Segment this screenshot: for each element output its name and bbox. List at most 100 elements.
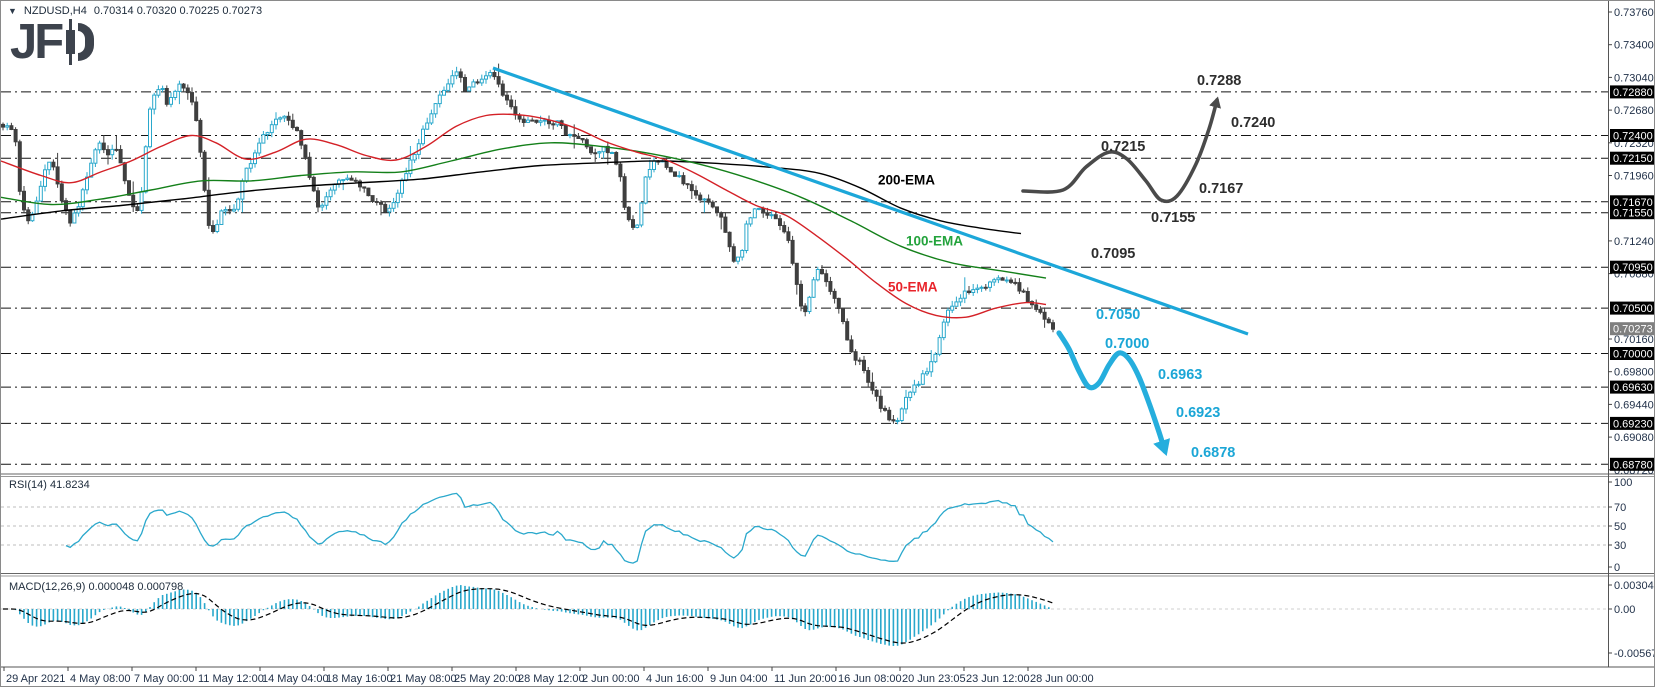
price-target-label[interactable]: 0.6963 <box>1158 367 1202 383</box>
bear-candle <box>878 389 883 413</box>
bear-candle <box>874 389 879 402</box>
candle-body <box>118 149 123 164</box>
bull-candle <box>479 74 484 86</box>
candle-body <box>68 210 73 224</box>
price-target-label[interactable]: 0.6923 <box>1176 405 1220 421</box>
bear-candle <box>618 161 623 182</box>
time-label: 23 Jun 12:00 <box>966 673 1030 685</box>
candle-body <box>815 269 820 281</box>
ema-line-50-ema[interactable] <box>1 113 1047 319</box>
candle-body <box>492 72 497 78</box>
bull-candle <box>408 146 413 178</box>
bullish-projection-arrow[interactable] <box>1021 96 1221 204</box>
current-price-label-box <box>1610 322 1654 336</box>
candle-body <box>622 176 627 208</box>
candle-body <box>43 169 47 187</box>
time-label: 16 Jun 08:00 <box>838 673 902 685</box>
candle-body <box>1025 291 1030 303</box>
candle-body <box>635 224 640 229</box>
ema-name-label[interactable]: 50-EMA <box>888 280 938 295</box>
price-target-label[interactable]: 0.7000 <box>1105 336 1149 352</box>
candle-body <box>227 209 232 212</box>
bull-candle <box>261 131 266 144</box>
bear-candle <box>605 141 610 165</box>
bull-candle <box>257 137 262 156</box>
candle-body <box>967 290 971 294</box>
bull-candle <box>412 152 417 163</box>
candle-body <box>841 308 845 322</box>
symbol-dropdown-icon[interactable]: ▼ <box>8 5 17 16</box>
candle-body <box>689 184 694 192</box>
bear-candle <box>1009 277 1013 284</box>
candle-body <box>17 141 22 192</box>
bull-candle <box>421 125 425 146</box>
candle-body <box>820 269 824 275</box>
candle-body <box>580 138 585 141</box>
candle-body <box>148 108 152 148</box>
bear-candle <box>1021 288 1026 293</box>
bearish-projection-arrow[interactable] <box>1056 330 1171 457</box>
candle-body <box>971 289 976 294</box>
bull-candle <box>43 164 47 192</box>
candle-body <box>307 156 312 178</box>
price-target-label[interactable]: 0.7240 <box>1231 115 1275 131</box>
price-target-label[interactable]: 0.7155 <box>1151 210 1195 226</box>
price-target-label[interactable]: 0.7095 <box>1091 246 1135 262</box>
axis-price-label: 0.69800 <box>1614 367 1654 379</box>
bear-candle <box>534 119 539 124</box>
candle-body <box>143 146 148 193</box>
descending-trendline[interactable] <box>492 66 1249 336</box>
candle-body <box>643 176 648 204</box>
macd-signal-line <box>3 588 1054 644</box>
time-label: 4 Jun 16:00 <box>646 673 704 685</box>
candle-body <box>983 286 988 289</box>
candle-body <box>429 113 434 124</box>
bull-candle <box>677 171 682 178</box>
bull-candle <box>160 85 165 93</box>
price-target-label[interactable]: 0.7215 <box>1101 139 1145 155</box>
candle-body <box>127 180 131 196</box>
candle-body <box>912 384 917 393</box>
candle-body <box>152 94 157 110</box>
candle-body <box>395 192 400 204</box>
bull-candle <box>635 224 640 229</box>
candle-body <box>685 183 690 186</box>
bull-candle <box>341 179 346 191</box>
bear-candle <box>1025 287 1030 303</box>
bull-candle <box>954 296 959 307</box>
price-target-label[interactable]: 0.7167 <box>1199 181 1243 197</box>
bear-candle <box>824 269 829 287</box>
bear-candle <box>13 127 18 147</box>
ema-name-label[interactable]: 200-EMA <box>878 173 935 188</box>
bear-candle <box>211 220 215 234</box>
price-target-label[interactable]: 0.6878 <box>1191 445 1235 461</box>
candle-body <box>883 407 887 411</box>
bull-candle <box>652 157 656 173</box>
bear-candle <box>366 187 371 197</box>
candle-body <box>500 83 505 96</box>
bear-candle <box>1038 306 1043 315</box>
bull-candle <box>752 208 757 219</box>
axis-price-label: 0.73040 <box>1614 72 1654 84</box>
bear-candle <box>694 185 698 199</box>
ohlc-readout: 0.70314 0.70320 0.70225 0.70273 <box>93 5 263 17</box>
ema-name-label[interactable]: 100-EMA <box>906 234 963 249</box>
price-target-label[interactable]: 0.7050 <box>1096 307 1140 323</box>
candle-body <box>521 118 526 123</box>
bull-candle <box>156 85 161 98</box>
candle-body <box>185 87 190 94</box>
ema-line-200-ema[interactable] <box>1 160 1022 235</box>
price-target-label[interactable]: 0.7288 <box>1197 73 1241 89</box>
bear-candle <box>1042 307 1047 328</box>
candle-body <box>761 207 766 214</box>
bull-candle <box>282 115 287 122</box>
candle-body <box>740 250 745 258</box>
bull-candle <box>1004 276 1009 284</box>
bull-candle <box>97 140 102 154</box>
bull-candle <box>610 151 614 154</box>
ema-line-100-ema[interactable] <box>1 142 1047 279</box>
candle-body <box>362 186 367 189</box>
candle-body <box>295 126 299 132</box>
